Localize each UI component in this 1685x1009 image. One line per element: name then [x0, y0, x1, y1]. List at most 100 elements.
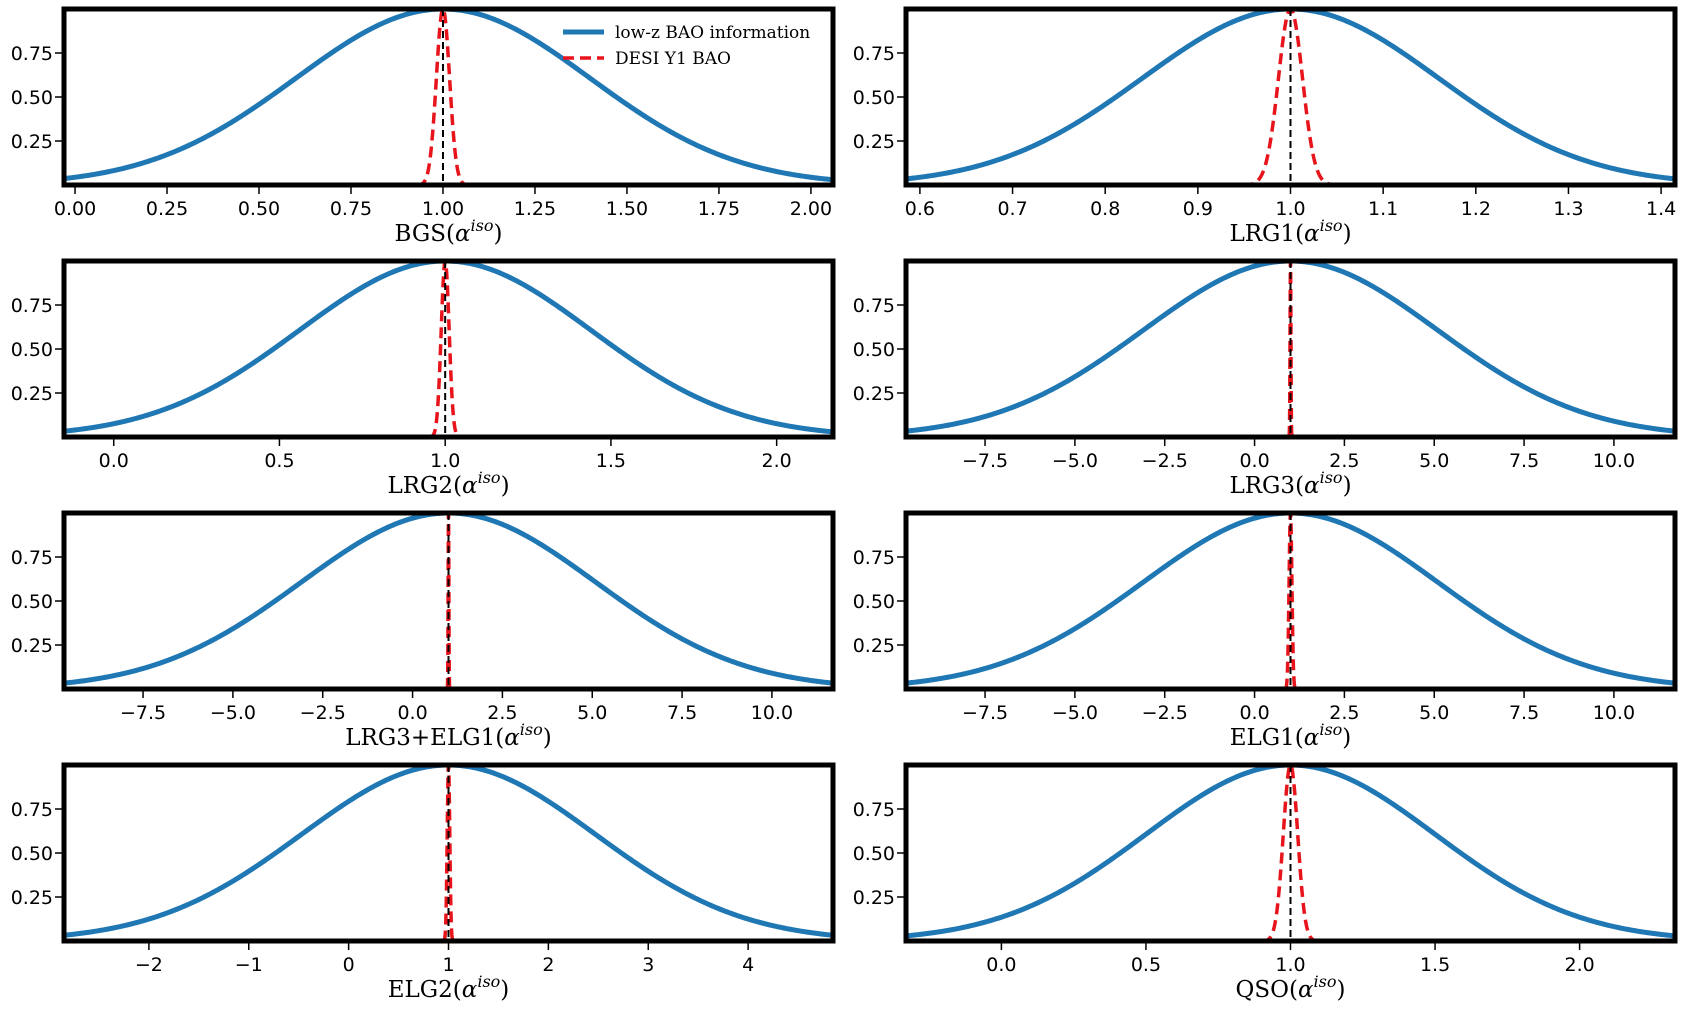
panel-lrg2-frame — [61, 258, 836, 440]
panel-elg2-series-desi-y1-bao — [441, 765, 456, 941]
panel-lrg3-xlabel-close: ) — [1343, 473, 1352, 499]
panel-lrg3-xtick-label: −2.5 — [1142, 450, 1188, 472]
panel-qso-xlabel-alpha: α — [1298, 977, 1314, 1003]
panel-lrg3-elg1-ytick-label: 0.75 — [11, 547, 53, 569]
panel-bgs: 0.00 0.25 0.50 0.75 1.00 1.25 1.50 1.75 2.00 0.25… — [11, 6, 836, 247]
panel-bgs-xlabel-base: BGS — [395, 221, 446, 247]
panel-lrg1-series-low-z-bao-information — [906, 9, 1675, 182]
panel-elg2-xlabel: ELG2(αiso) — [388, 972, 510, 1003]
panel-lrg3-xlabel: LRG3(αiso) — [1229, 468, 1351, 499]
panel-bgs-ytick-label: 0.50 — [11, 87, 53, 109]
panel-lrg3-xlabel-paren: ( — [1295, 473, 1304, 499]
panel-lrg3-elg1-xtick-label: −7.5 — [120, 702, 166, 724]
panel-qso-xtick-label: 0.0 — [986, 954, 1016, 976]
panel-elg1-plot-area — [906, 513, 1675, 689]
panel-qso-xtick-label: 1.0 — [1275, 954, 1305, 976]
panel-qso-plot-area — [906, 765, 1675, 941]
panel-bgs-series-desi-y1-bao — [415, 9, 471, 185]
panel-lrg2-xtick-label: 0.5 — [264, 450, 294, 472]
panel-elg1-xlabel-paren: ( — [1295, 725, 1304, 751]
panel-bgs-xlabel-close: ) — [493, 221, 502, 247]
panel-qso-xtick-label: 2.0 — [1564, 954, 1594, 976]
panel-lrg3-xtick-label: −5.0 — [1052, 450, 1098, 472]
panel-lrg2-xlabel-sup: iso — [478, 468, 501, 487]
panel-elg2-xtick-label: 3 — [642, 954, 654, 976]
panel-lrg3-ytick-label: 0.75 — [853, 295, 895, 317]
panel-lrg3-xtick-label: 7.5 — [1509, 450, 1539, 472]
panel-qso-xtick-label: 0.5 — [1131, 954, 1161, 976]
panel-lrg1-xlabel-paren: ( — [1295, 221, 1304, 247]
panel-lrg3-series-desi-y1-bao — [1287, 261, 1294, 437]
panel-lrg3-xtick-label: 0.0 — [1239, 450, 1269, 472]
panel-elg2-ytick-label: 0.50 — [11, 843, 53, 865]
panel-lrg2-xlabel-close: ) — [501, 473, 510, 499]
panel-elg2-xlabel-alpha: α — [462, 977, 478, 1003]
panel-lrg3-xtick-label: −7.5 — [962, 450, 1008, 472]
panel-lrg3-xtick-label: 10.0 — [1593, 450, 1635, 472]
panel-lrg3-elg1-xlabel-close: ) — [543, 725, 552, 751]
panel-qso-xtick-label: 1.5 — [1420, 954, 1450, 976]
panel-elg2-series-low-z-bao-information — [64, 765, 833, 938]
panel-lrg3-elg1-ytick-label: 0.25 — [11, 635, 53, 657]
panel-lrg1-ytick-label: 0.75 — [853, 43, 895, 65]
panel-elg2-xtick-label: 1 — [442, 954, 454, 976]
panel-lrg1-plot-area — [906, 9, 1675, 185]
panel-lrg1-series-desi-y1-bao — [1241, 9, 1340, 185]
panel-lrg3-elg1-xtick-label: 10.0 — [751, 702, 793, 724]
panel-lrg3-elg1-xlabel: LRG3+ELG1(αiso) — [345, 720, 551, 751]
panel-qso-xlabel-paren: ( — [1289, 977, 1298, 1003]
panel-lrg2-xtick-label: 0.0 — [99, 450, 129, 472]
panel-lrg3-series-low-z-bao-information — [906, 261, 1675, 434]
panel-lrg1-xtick-label: 1.2 — [1461, 198, 1491, 220]
panel-bgs-xlabel: BGS(αiso) — [395, 216, 503, 247]
panel-lrg3-ytick-label: 0.25 — [853, 383, 895, 405]
panel-bgs-xtick-label: 2.00 — [790, 198, 832, 220]
panel-elg2-frame — [61, 762, 836, 944]
panel-lrg2-xlabel-paren: ( — [453, 473, 462, 499]
panel-elg2-xtick-label: 0 — [343, 954, 355, 976]
panel-bgs-xtick-label: 1.75 — [698, 198, 740, 220]
panel-elg2: −2 −1 0 1 2 3 4 0.25 0.50 0.75 ELG2(αiso) — [11, 762, 836, 1003]
panel-lrg2-xlabel-alpha: α — [462, 473, 478, 499]
panel-elg1-xtick-label: −5.0 — [1052, 702, 1098, 724]
panel-lrg1-xlabel-alpha: α — [1304, 221, 1320, 247]
panel-elg1-xtick-label: 2.5 — [1329, 702, 1359, 724]
panel-bgs-ytick-label: 0.25 — [11, 131, 53, 153]
panel-lrg2-xlabel-base: LRG2 — [387, 473, 453, 499]
panel-elg1-ytick-label: 0.50 — [853, 591, 895, 613]
panel-qso-xlabel-close: ) — [1336, 977, 1345, 1003]
panel-lrg3-xtick-label: 5.0 — [1419, 450, 1449, 472]
panel-elg1-xtick-label: −2.5 — [1142, 702, 1188, 724]
panel-qso-ytick-label: 0.50 — [853, 843, 895, 865]
panel-elg2-xlabel-base: ELG2 — [388, 977, 453, 1003]
panel-elg1-ytick-label: 0.75 — [853, 547, 895, 569]
panel-lrg1-xlabel-close: ) — [1343, 221, 1352, 247]
panel-qso-xlabel-base: QSO — [1236, 977, 1289, 1003]
panel-elg1-xlabel-base: ELG1 — [1230, 725, 1295, 751]
panel-elg2-ytick-label: 0.25 — [11, 887, 53, 909]
panel-bgs-xtick-label: 1.25 — [514, 198, 556, 220]
panel-bgs-xtick-label: 0.25 — [146, 198, 188, 220]
panel-lrg1-xlabel: LRG1(αiso) — [1229, 216, 1351, 247]
panel-qso: 0.0 0.5 1.0 1.5 2.0 0.25 0.50 0.75 QSO(αiso) — [853, 762, 1678, 1003]
panel-lrg3-xlabel-sup: iso — [1320, 468, 1343, 487]
panel-elg1-xtick-label: 7.5 — [1509, 702, 1539, 724]
panel-lrg3-elg1-xtick-label: 7.5 — [667, 702, 697, 724]
panel-lrg3-elg1-xtick-label: −5.0 — [210, 702, 256, 724]
panel-qso-ytick-label: 0.25 — [853, 887, 895, 909]
panel-lrg3-elg1-frame — [61, 510, 836, 692]
panel-elg1-series-low-z-bao-information — [906, 513, 1675, 686]
panel-bgs-xlabel-alpha: α — [455, 221, 471, 247]
panel-lrg1-xtick-label: 1.4 — [1646, 198, 1676, 220]
panel-elg2-xtick-label: −1 — [235, 954, 263, 976]
panel-elg1-xtick-label: −7.5 — [962, 702, 1008, 724]
panel-lrg2: 0.0 0.5 1.0 1.5 2.0 0.25 0.50 0.75 LRG2(αiso) — [11, 258, 836, 499]
panel-elg2-xlabel-close: ) — [500, 977, 509, 1003]
panel-lrg2-ytick-label: 0.50 — [11, 339, 53, 361]
panel-elg2-plot-area — [64, 765, 833, 941]
panel-lrg3-elg1-xlabel-sup: iso — [520, 720, 543, 739]
panel-lrg1-xtick-label: 1.1 — [1368, 198, 1398, 220]
panel-lrg2-xtick-label: 1.5 — [596, 450, 626, 472]
panel-lrg2-xlabel: LRG2(αiso) — [387, 468, 509, 499]
legend-label-low-z-bao-information: low-z BAO information — [615, 23, 810, 43]
